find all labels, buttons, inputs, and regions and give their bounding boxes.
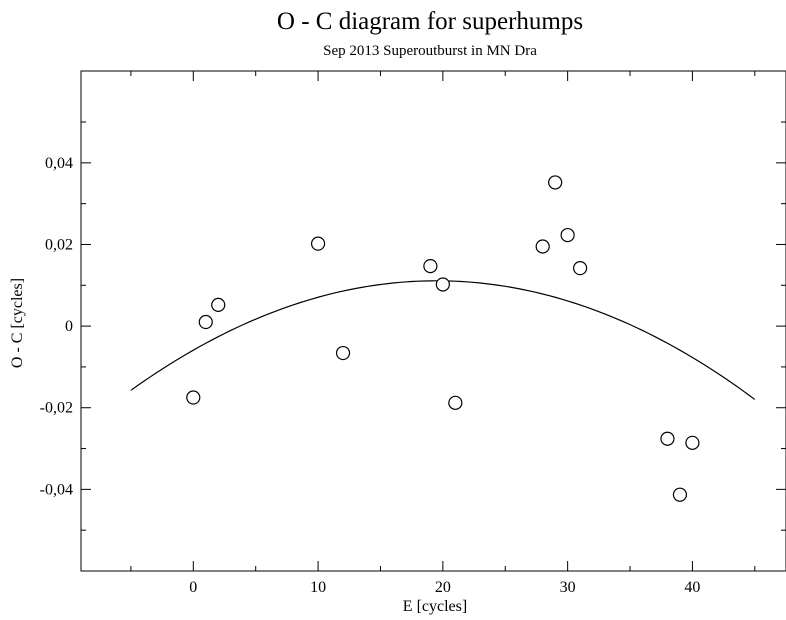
chart-subtitle: Sep 2013 Superoutburst in MN Dra	[323, 43, 537, 59]
data-point	[435, 277, 450, 292]
axis-tick-labels: 0 10 20 30 40 -0,04 -0,02 0 0,02 0,04	[40, 155, 701, 596]
y-tick-label: 0	[65, 318, 73, 335]
data-point	[310, 236, 326, 251]
data-point	[560, 227, 575, 243]
x-tick-label: 30	[560, 579, 576, 596]
data-points	[186, 175, 700, 502]
axis-ticks	[81, 71, 786, 571]
y-axis-label: O - C [cycles]	[9, 278, 26, 368]
y-tick-label: -0,02	[40, 400, 73, 417]
data-point	[672, 487, 688, 502]
fit-curve	[130, 280, 756, 400]
data-point	[211, 297, 226, 312]
data-point	[448, 395, 463, 410]
x-tick-label: 0	[189, 579, 197, 596]
x-axis-label: E [cycles]	[403, 598, 467, 615]
data-point	[198, 314, 213, 330]
y-tick-label: 0,04	[45, 155, 73, 172]
data-point	[548, 175, 563, 190]
data-point	[535, 239, 550, 254]
y-tick-label: 0,02	[45, 236, 73, 253]
x-tick-label: 20	[435, 579, 451, 596]
data-point	[660, 431, 675, 446]
data-point	[685, 435, 700, 450]
x-tick-label: 10	[310, 579, 326, 596]
data-point	[186, 390, 201, 405]
data-point	[573, 261, 588, 276]
data-point	[423, 259, 438, 274]
chart-title: O - C diagram for superhumps	[277, 8, 583, 35]
data-point	[335, 345, 351, 361]
plot-frame	[80, 70, 786, 572]
x-tick-label: 40	[684, 579, 700, 596]
y-tick-label: -0,04	[40, 481, 73, 498]
